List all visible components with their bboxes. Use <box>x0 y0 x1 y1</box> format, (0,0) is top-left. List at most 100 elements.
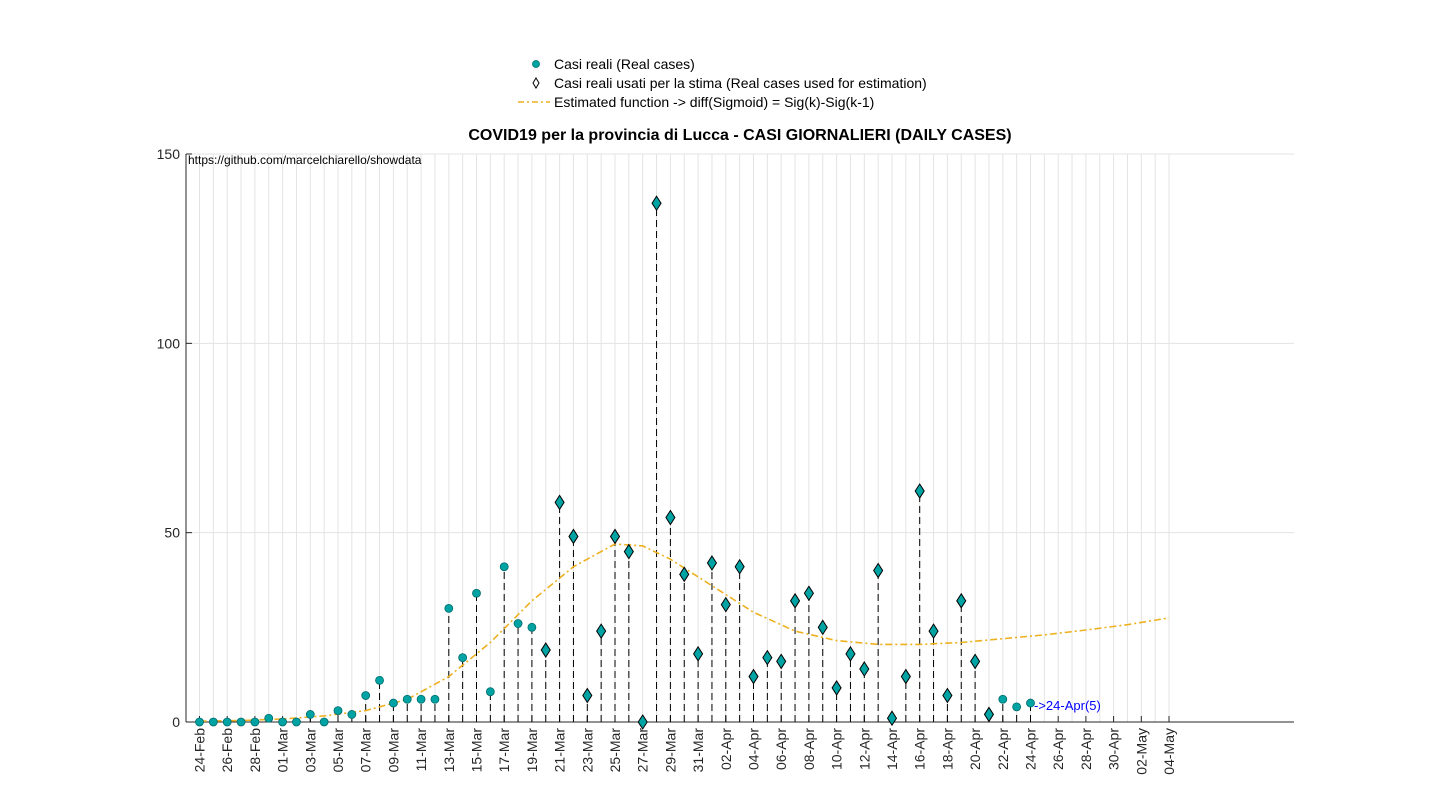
real-case-point <box>458 653 468 663</box>
estimation-case-point <box>748 668 759 685</box>
x-tick-label: 26-Apr <box>1050 728 1066 770</box>
estimation-case-point <box>540 642 551 658</box>
x-tick-label: 22-Apr <box>995 728 1011 770</box>
x-tick-label: 08-Apr <box>801 728 817 770</box>
x-tick-label: 02-May <box>1133 728 1149 775</box>
real-case-point <box>305 710 315 719</box>
x-tick-label: 02-Apr <box>718 728 734 770</box>
x-tick-label: 28-Apr <box>1078 728 1094 770</box>
x-tick-label: 27-Mar <box>635 728 651 773</box>
x-tick-label: 25-Mar <box>607 728 623 773</box>
x-tick-label: 21-Mar <box>552 728 568 773</box>
legend-marker-estimation-cases <box>532 77 540 89</box>
estimation-case-point <box>845 645 856 662</box>
estimation-case-point <box>762 649 773 666</box>
x-tick-label: 31-Mar <box>690 728 706 773</box>
real-case-point <box>388 698 398 708</box>
estimation-case-point <box>956 592 967 609</box>
estimation-case-point <box>554 494 565 511</box>
real-case-point <box>1026 698 1035 708</box>
y-tick-label: 0 <box>172 714 180 730</box>
estimation-case-point <box>928 623 939 640</box>
x-tick-label: 16-Apr <box>912 728 928 770</box>
estimation-case-point <box>886 710 898 727</box>
x-tick-label: 14-Apr <box>884 728 900 770</box>
real-case-point <box>250 717 260 727</box>
estimation-case-point <box>970 653 981 670</box>
x-tick-label: 01-Mar <box>275 728 291 773</box>
x-tick-label: 04-May <box>1161 728 1177 775</box>
estimation-case-point <box>665 509 676 526</box>
estimation-case-point <box>900 668 911 685</box>
real-case-point <box>513 619 523 628</box>
estimation-case-point <box>596 623 607 640</box>
estimation-case-point <box>582 687 593 704</box>
estimation-case-point <box>568 528 579 545</box>
x-tick-label: 23-Mar <box>579 728 595 773</box>
legend-label-estimation-cases: Casi reali usati per la stima (Real case… <box>554 75 927 91</box>
tick-labels: 0 50 100 150 24-Feb 26-Feb 28-Feb 01-Mar 03-Mar 0… <box>157 146 1177 775</box>
real-case-point <box>375 675 384 685</box>
real-case-point <box>430 694 440 704</box>
real-case-point <box>1012 702 1022 712</box>
real-case-point <box>416 694 426 704</box>
legend-label-estimated-function: Estimated function -> diff(Sigmoid) = Si… <box>554 94 874 110</box>
estimation-case-point <box>776 653 787 670</box>
real-case-point <box>208 717 218 727</box>
estimation-case-point <box>859 661 870 677</box>
x-tick-label: 10-Apr <box>829 728 845 770</box>
x-tick-label: 19-Mar <box>524 728 540 773</box>
estimated-function-layer <box>199 543 1170 722</box>
grid <box>186 153 1294 723</box>
x-tick-label: 04-Apr <box>746 728 762 770</box>
y-tick-label: 100 <box>157 335 181 351</box>
x-tick-label: 07-Mar <box>358 728 374 773</box>
estimation-case-point <box>609 528 621 545</box>
estimation-case-point <box>817 619 828 636</box>
legend-label-real-cases: Casi reali (Real cases) <box>554 56 695 72</box>
x-tick-label: 26-Feb <box>219 728 235 773</box>
real-case-point <box>264 713 274 723</box>
estimation-case-point <box>623 543 634 560</box>
chart-title: COVID19 per la provincia di Lucca - CASI… <box>468 127 1011 144</box>
x-tick-label: 30-Apr <box>1106 728 1122 770</box>
real-case-point <box>319 717 329 727</box>
estimation-case-point <box>637 714 648 730</box>
real-case-point <box>333 706 343 716</box>
estimation-case-point <box>789 592 801 609</box>
x-tick-label: 24-Feb <box>192 728 208 773</box>
x-tick-label: 12-Apr <box>856 728 872 770</box>
real-case-point <box>347 710 357 719</box>
real-case-point <box>361 691 371 700</box>
real-case-point <box>292 717 301 727</box>
x-tick-label: 18-Apr <box>939 728 955 770</box>
real-case-point <box>278 717 288 727</box>
real-case-point <box>472 588 481 598</box>
last-point-annotation: ->24-Apr(5) <box>1034 698 1101 713</box>
real-case-point <box>402 694 412 704</box>
estimation-case-point <box>651 195 662 212</box>
estimation-case-point <box>831 679 842 696</box>
x-tick-label: 17-Mar <box>496 728 512 773</box>
estimation-case-point <box>803 585 814 602</box>
estimation-case-point <box>734 558 745 575</box>
estimation-case-point <box>679 566 690 583</box>
y-tick-label: 50 <box>164 525 180 541</box>
legend: Casi reali (Real cases) Casi reali usati… <box>518 56 927 110</box>
x-tick-label: 11-Mar <box>413 728 429 772</box>
estimation-case-point <box>720 596 731 613</box>
x-tick-label: 24-Apr <box>1023 728 1039 770</box>
estimated-function-line <box>199 543 1170 722</box>
real-case-point <box>527 622 537 632</box>
x-tick-label: 05-Mar <box>330 728 346 773</box>
x-tick-label: 09-Mar <box>385 728 401 773</box>
x-tick-label: 29-Mar <box>662 728 678 773</box>
x-tick-label: 28-Feb <box>247 728 263 773</box>
x-tick-label: 03-Mar <box>302 728 318 773</box>
x-tick-label: 20-Apr <box>967 728 983 770</box>
estimation-case-point <box>942 687 953 704</box>
estimation-case-point <box>983 706 995 723</box>
estimation-case-point <box>914 483 925 499</box>
real-case-point <box>499 562 509 572</box>
x-tick-label: 15-Mar <box>469 728 485 773</box>
